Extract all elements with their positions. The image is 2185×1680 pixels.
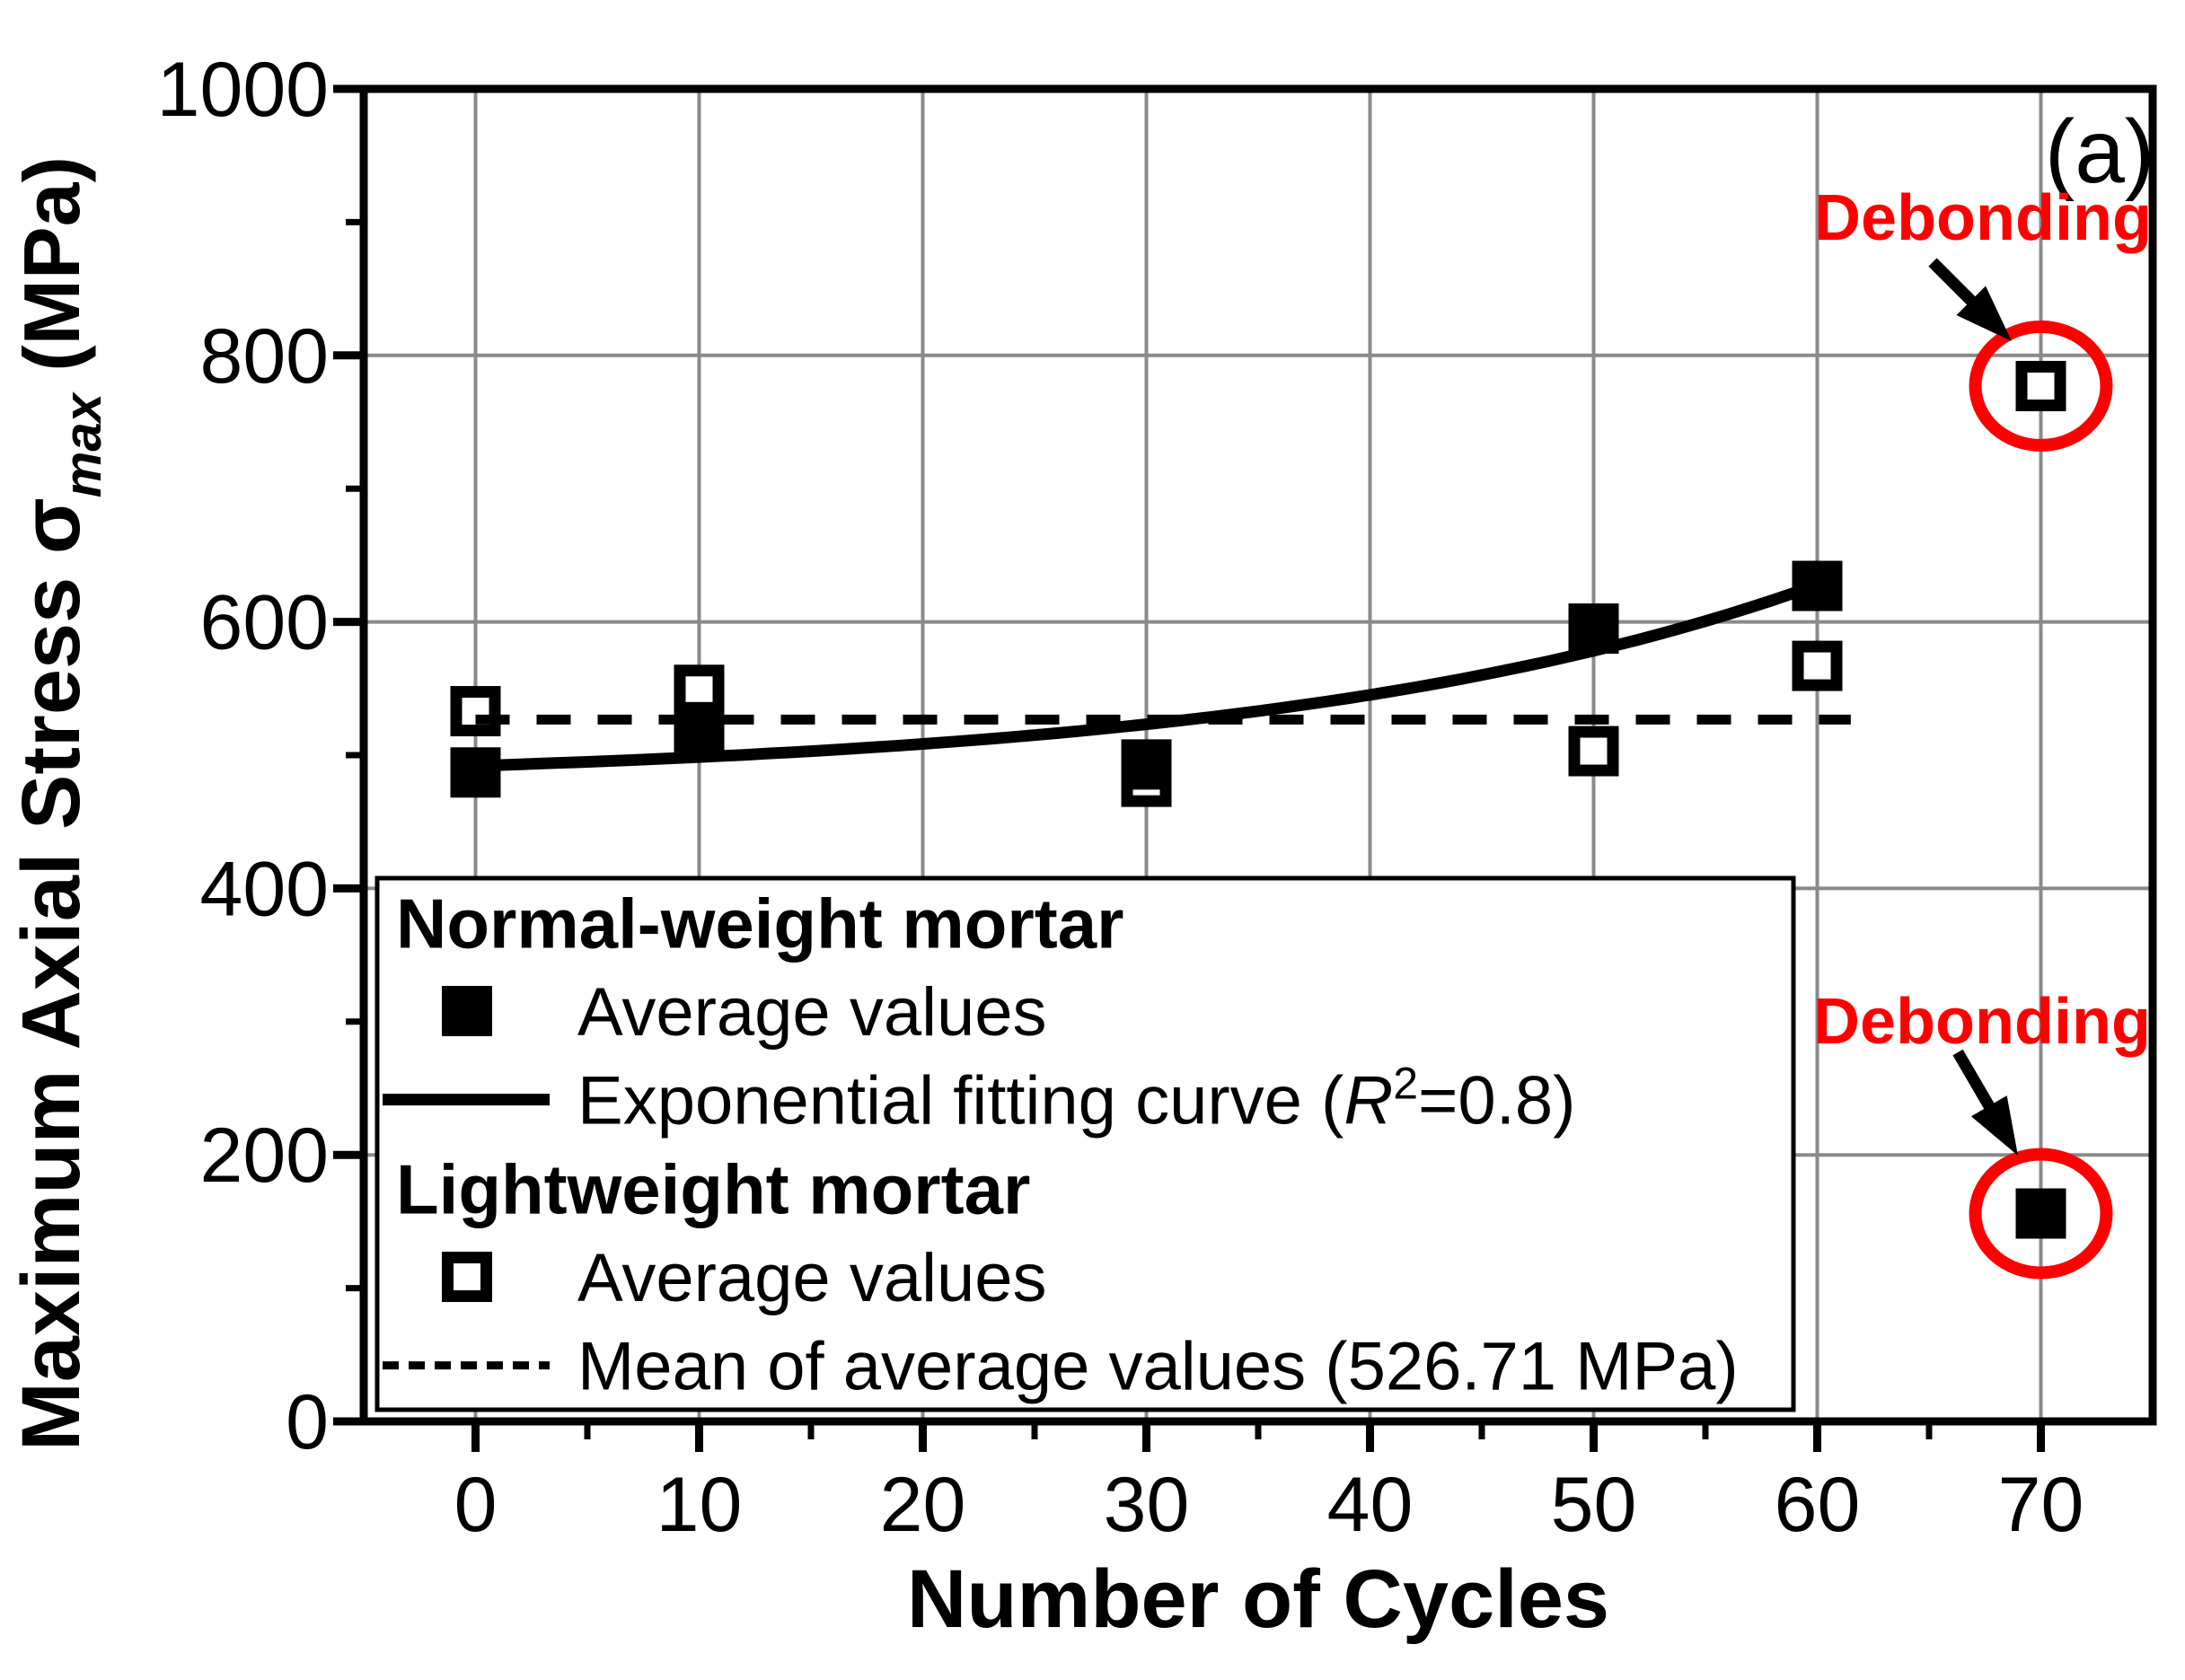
data-point-normal-weight [2015,1188,2066,1239]
debonding-arrow-head [1970,1095,2018,1156]
data-point-normal-weight [674,701,725,752]
x-tick-label: 20 [880,1462,966,1548]
legend: Normal-weight mortar Average values Expone… [374,875,1796,1412]
y-tick-label: 1000 [157,47,329,133]
x-tick-label: 0 [454,1462,498,1548]
x-tick-label: 70 [1998,1462,2084,1548]
data-point-lightweight [1568,726,1619,777]
x-tick-label: 40 [1327,1462,1414,1548]
figure-label: (a) [2045,101,2154,202]
data-point-normal-weight [1121,739,1172,790]
debonding-arrow [1928,258,1979,309]
x-tick-label: 10 [656,1462,743,1548]
y-axis-title: Maximum Axial Stress σmax (MPa) [5,156,112,1451]
legend-item-label: Exponential fitting curve (R2=0.8) [577,1059,1575,1139]
x-tick-label: 30 [1104,1462,1190,1548]
axes: 0 10 20 30 40 50 60 70 0 200 400 600 800 1000 Maximum … [5,47,2157,1548]
y-tick-label: 200 [200,1113,330,1199]
legend-box [374,875,1796,1412]
y-tick-label: 600 [200,580,330,666]
data-point-lightweight [1792,640,1843,691]
legend-item-label: Average values [577,974,1047,1051]
legend-item-label: Mean of average values (526.71 MPa) [577,1329,1739,1405]
debonding-label-top: Debonding [1814,182,2152,254]
annotations [1928,258,2113,1280]
debonding-circle [1969,320,2113,452]
legend-title: Lightweight mortar [396,1149,1030,1228]
legend-filled-square-symbol [442,986,492,1036]
legend-title: Normal-weight mortar [396,884,1123,963]
debonding-arrow [1952,1049,1997,1114]
data-point-lightweight [450,686,501,737]
plot-series [450,360,2066,1239]
legend-open-square-symbol [442,1252,492,1302]
data-point-normal-weight [1568,603,1619,655]
y-tick-label: 400 [200,846,330,932]
debonding-label-bottom: Debonding [1813,986,2151,1058]
x-tick-label: 50 [1551,1462,1637,1548]
debonding-circle [1969,1148,2113,1280]
y-tick-label: 0 [286,1379,329,1465]
legend-item-label: Average values [577,1240,1047,1316]
y-tick-label: 800 [200,313,330,400]
x-tick-label: 60 [1775,1462,1861,1548]
data-point-lightweight [2015,360,2066,411]
data-point-normal-weight [1792,560,1843,611]
data-point-normal-weight [450,747,501,798]
x-axis-title: Number of Cycles [907,1553,1609,1645]
debonding-arrow-head [1956,286,2012,341]
